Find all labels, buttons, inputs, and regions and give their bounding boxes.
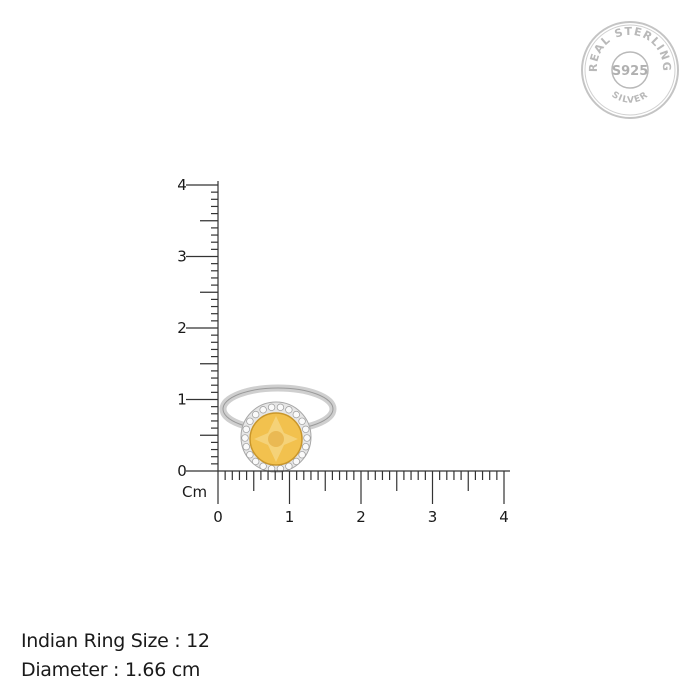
y-tick-label: 2 <box>177 319 187 337</box>
halo-stone <box>285 462 293 470</box>
y-tick-label: 1 <box>177 391 187 409</box>
halo-stone <box>298 451 306 459</box>
svg-text:SILVER: SILVER <box>610 90 651 106</box>
diameter-text: Diameter : 1.66 cm <box>21 659 201 681</box>
svg-text:S925: S925 <box>612 64 649 79</box>
ring-image <box>219 384 337 473</box>
ruler: 0 1 2 3 4 0 1 2 3 4 <box>177 176 510 526</box>
sterling-silver-seal: REAL STERLING S925 SILVER <box>580 20 680 120</box>
halo-stone <box>259 406 267 414</box>
halo-stone <box>292 457 300 466</box>
halo-stone <box>267 465 276 473</box>
unit-label: Cm <box>182 483 207 501</box>
halo-stone <box>285 406 293 414</box>
halo-stone <box>302 425 310 433</box>
halo-stone <box>298 417 306 425</box>
halo-stone <box>302 443 310 451</box>
y-tick-label: 4 <box>177 176 187 194</box>
halo-stone <box>252 457 260 466</box>
x-tick-label: 1 <box>285 508 295 526</box>
halo-stone <box>303 434 311 442</box>
halo-stone <box>267 403 276 411</box>
halo-stone <box>241 434 249 442</box>
halo-stone <box>252 410 260 419</box>
halo-stone <box>292 410 300 419</box>
halo-stone <box>242 425 250 433</box>
halo-stone <box>276 403 285 411</box>
halo-stone <box>246 417 254 425</box>
x-tick-label: 0 <box>213 508 223 526</box>
x-tick-label: 2 <box>356 508 366 526</box>
ring-size-text: Indian Ring Size : 12 <box>21 630 210 652</box>
y-tick-label: 0 <box>177 462 187 480</box>
halo-stone <box>246 451 254 459</box>
x-tick-label: 3 <box>428 508 438 526</box>
y-tick-label: 3 <box>177 248 187 266</box>
halo-stone <box>276 465 285 473</box>
x-tick-label: 4 <box>499 508 509 526</box>
halo-stone <box>242 443 250 451</box>
halo-stone <box>259 462 267 470</box>
